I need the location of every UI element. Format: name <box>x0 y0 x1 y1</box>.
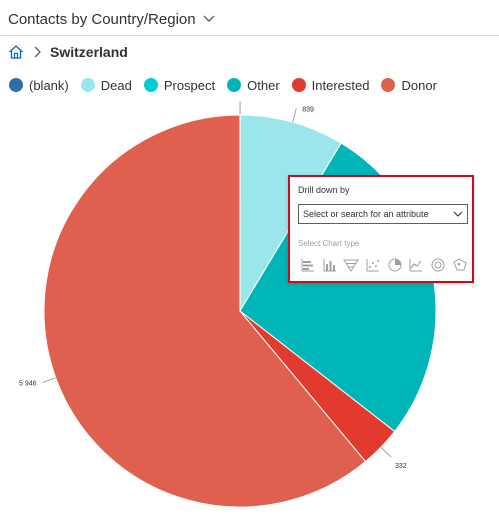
tag-chart-icon[interactable] <box>450 257 470 273</box>
line-chart-icon[interactable] <box>406 257 426 273</box>
breadcrumb-current: Switzerland <box>50 44 128 60</box>
legend-swatch <box>381 78 396 92</box>
attribute-select[interactable]: Select or search for an attribute <box>298 204 468 224</box>
legend-swatch <box>9 78 23 92</box>
data-label: 5 946 <box>19 381 37 388</box>
attribute-select-placeholder: Select or search for an attribute <box>303 209 429 219</box>
chart-type-label: Select Chart type <box>298 239 360 248</box>
legend-item[interactable]: Prospect <box>143 77 216 93</box>
chevron-down-icon[interactable] <box>202 12 216 26</box>
legend-item[interactable]: (blank) <box>9 78 69 93</box>
legend-swatch <box>227 78 242 92</box>
breadcrumb: Switzerland <box>8 42 128 62</box>
leader-line <box>292 108 297 123</box>
scatter-chart-icon[interactable] <box>363 257 383 273</box>
legend-item[interactable]: Interested <box>291 77 370 93</box>
home-icon[interactable] <box>8 44 24 60</box>
legend-label: Donor <box>401 77 437 93</box>
chart-header: Contacts by Country/Region <box>8 7 216 31</box>
drill-down-popup: Drill down by Select or search for an at… <box>288 175 474 283</box>
pie-chart: 183963325 946 <box>19 98 456 508</box>
legend-swatch <box>80 78 95 92</box>
header-divider <box>0 35 499 36</box>
pie-slice-donor[interactable] <box>43 114 367 508</box>
drill-down-title: Drill down by <box>298 185 350 195</box>
legend-label: Dead <box>100 77 132 93</box>
funnel-chart-icon[interactable] <box>341 257 361 273</box>
legend-label: Prospect <box>163 77 216 93</box>
chevron-down-icon <box>453 211 463 217</box>
leader-line <box>42 377 56 383</box>
legend-label: (blank) <box>29 77 69 93</box>
legend-item[interactable]: Other <box>227 78 280 93</box>
legend-swatch <box>143 78 158 92</box>
chevron-right-icon <box>34 46 41 58</box>
data-label: 332 <box>395 463 407 470</box>
leader-line <box>380 446 392 458</box>
pie-chart-icon[interactable] <box>385 257 405 273</box>
legend-swatch <box>291 78 306 92</box>
chart-title: Contacts by Country/Region <box>8 10 196 28</box>
legend-label: Other <box>247 77 280 93</box>
chart-type-list <box>298 257 472 273</box>
data-label: 839 <box>302 107 314 114</box>
legend-item[interactable]: Dead <box>80 77 132 93</box>
donut-chart-icon[interactable] <box>428 257 448 273</box>
legend-item[interactable]: Donor <box>381 77 437 93</box>
bar-chart-icon[interactable] <box>298 257 318 273</box>
column-chart-icon[interactable] <box>320 257 340 273</box>
chart-legend: (blank) Dead Prospect Other Interested Donor <box>9 76 449 94</box>
legend-label: Interested <box>311 77 370 93</box>
